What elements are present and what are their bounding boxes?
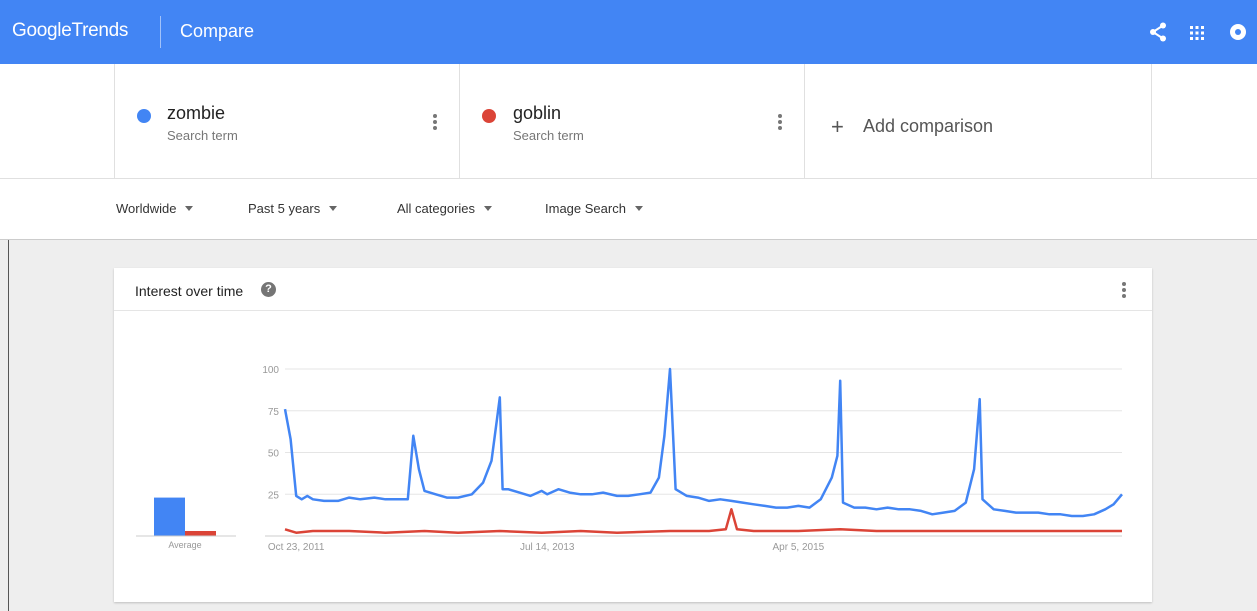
top-app-bar: GoogleTrends Compare [0, 0, 1257, 64]
card-menu-icon[interactable] [1122, 282, 1126, 300]
y-tick-label: 25 [268, 490, 280, 501]
y-tick-label: 50 [268, 449, 280, 460]
term-name: goblin [513, 103, 562, 123]
term-type: Search term [167, 128, 238, 143]
plus-icon: + [831, 114, 844, 139]
account-icon[interactable] [1230, 24, 1246, 45]
interest-over-time-card: Interest over time ? 25 50 75 100 Oct 23, 20… [114, 268, 1152, 602]
time-filter-label: Past 5 years [248, 201, 321, 216]
google-trends-logo[interactable]: GoogleTrends [12, 20, 128, 42]
term-color-dot [482, 109, 496, 123]
series-line-zombie [283, 367, 1123, 518]
help-icon[interactable]: ? [261, 282, 276, 297]
region-filter-label: Worldwide [116, 201, 177, 216]
region-filter[interactable]: Worldwide [116, 201, 194, 216]
term-color-dot [137, 109, 151, 123]
header-divider [160, 16, 161, 48]
term-name: zombie [167, 103, 226, 123]
card-title: Interest over time [135, 283, 244, 299]
term-menu-icon[interactable] [778, 114, 782, 132]
page-title: Compare [180, 21, 255, 41]
x-tick-label: Oct 23, 2011 [268, 542, 325, 553]
average-label: Average [168, 540, 201, 550]
logo-trends: Trends [71, 20, 129, 41]
y-tick-label: 100 [262, 365, 279, 376]
term-type: Search term [513, 128, 584, 143]
dropdown-arrow-icon [329, 206, 338, 211]
term-card-zombie[interactable]: zombie Search term [114, 64, 460, 178]
left-edge-divider [8, 240, 9, 611]
dropdown-arrow-icon [185, 206, 194, 211]
logo-google: Google [12, 20, 72, 41]
search-property-filter[interactable]: Image Search [545, 201, 643, 216]
dropdown-arrow-icon [484, 206, 493, 211]
term-menu-icon[interactable] [433, 114, 437, 132]
interest-over-time-chart[interactable]: 25 50 75 100 Oct 23, 2011 Jul 14, 2013 Apr 5, … [114, 311, 1152, 602]
dropdown-arrow-icon [634, 206, 643, 211]
add-comparison-label: Add comparison [863, 116, 994, 136]
comparison-bar: zombie Search term goblin Search term + … [0, 64, 1257, 179]
average-bar-goblin [185, 530, 216, 536]
card-header: Interest over time ? [114, 268, 1152, 311]
average-bar-zombie [154, 497, 185, 536]
filter-bar: Worldwide Past 5 years All categories Im… [0, 179, 1257, 240]
time-filter[interactable]: Past 5 years [248, 201, 338, 216]
apps-grid-icon[interactable] [1190, 26, 1204, 45]
search-property-label: Image Search [545, 201, 626, 216]
term-card-goblin[interactable]: goblin Search term [459, 64, 805, 178]
series-line-goblin [284, 508, 1122, 534]
category-filter[interactable]: All categories [397, 201, 493, 216]
x-tick-label: Apr 5, 2015 [773, 542, 825, 553]
category-filter-label: All categories [397, 201, 476, 216]
y-tick-label: 75 [268, 407, 280, 418]
x-tick-label: Jul 14, 2013 [520, 542, 575, 553]
add-comparison-button[interactable]: + Add comparison [804, 64, 1152, 178]
share-icon[interactable] [1149, 22, 1167, 47]
